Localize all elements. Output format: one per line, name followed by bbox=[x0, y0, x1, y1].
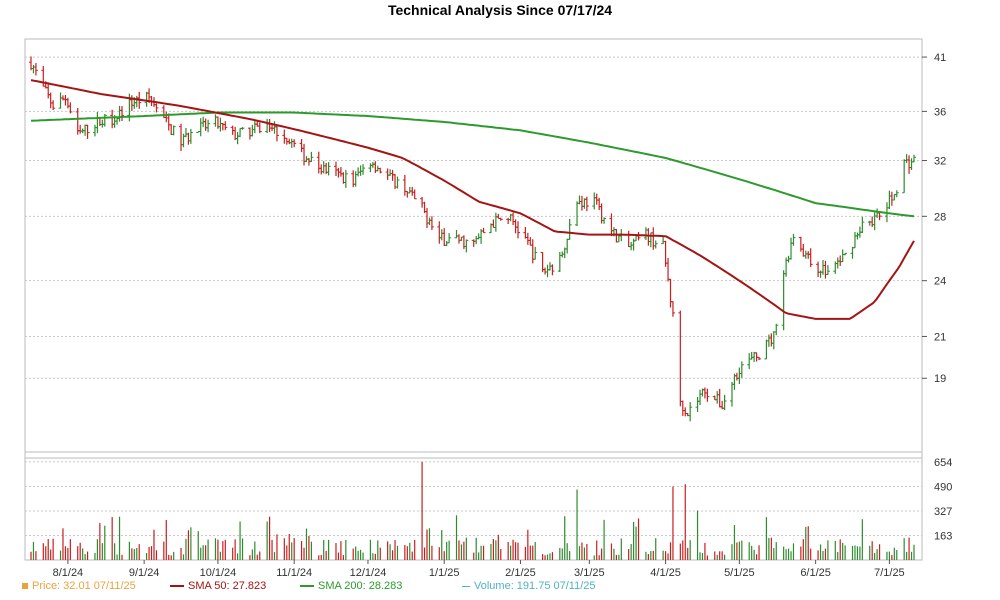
x-tick-label: 5/1/25 bbox=[724, 567, 755, 579]
legend-item: Volume: 191.75 07/11/25 bbox=[462, 580, 596, 592]
volume-tick-label: 327 bbox=[934, 506, 952, 518]
legend-item: SMA 50: 27.823 bbox=[170, 580, 266, 592]
legend-item: SMA 200: 28.283 bbox=[300, 580, 402, 592]
volume-tick-label: 163 bbox=[934, 531, 952, 543]
legend-text: SMA 200: 28.283 bbox=[318, 580, 403, 592]
volume-tick-label: 654 bbox=[934, 457, 952, 469]
y-tick-label: 36 bbox=[934, 106, 946, 118]
x-tick-label: 1/1/25 bbox=[429, 567, 460, 579]
price-panel bbox=[24, 38, 923, 459]
y-tick-label: 24 bbox=[934, 276, 946, 288]
legend-text: Volume: 191.75 07/11/25 bbox=[474, 580, 596, 592]
y-tick-label: 21 bbox=[934, 331, 946, 343]
legend: Price: 32.01 07/11/25 SMA 50: 27.823 SMA 2… bbox=[0, 580, 1000, 596]
legend-swatch bbox=[462, 585, 470, 587]
sma200-line bbox=[30, 111, 915, 218]
x-tick-label: 10/1/24 bbox=[200, 567, 237, 579]
x-tick-label: 2/1/25 bbox=[505, 567, 536, 579]
x-tick-label: 7/1/25 bbox=[874, 567, 905, 579]
legend-item: Price: 32.01 07/11/25 bbox=[22, 580, 136, 592]
y-tick-label: 32 bbox=[934, 156, 946, 168]
y-tick-label: 41 bbox=[934, 52, 946, 64]
x-tick-label: 9/1/24 bbox=[129, 567, 160, 579]
x-tick-label: 4/1/25 bbox=[650, 567, 681, 579]
legend-text: Price: 32.01 07/11/25 bbox=[32, 580, 136, 592]
sma50-line bbox=[30, 79, 915, 320]
x-tick-label: 8/1/24 bbox=[53, 567, 84, 579]
x-tick-label: 6/1/25 bbox=[800, 567, 831, 579]
x-tick-label: 12/1/24 bbox=[350, 567, 387, 579]
legend-text: SMA 50: 27.823 bbox=[188, 580, 267, 592]
volume-panel bbox=[24, 451, 923, 561]
legend-swatch bbox=[22, 583, 28, 590]
legend-swatch bbox=[170, 585, 184, 588]
chart-title: Technical Analysis Since 07/17/24 bbox=[387, 2, 613, 18]
y-tick-label: 19 bbox=[934, 373, 946, 385]
x-tick-label: 3/1/25 bbox=[574, 567, 605, 579]
x-tick-label: 11/1/24 bbox=[276, 567, 312, 579]
volume-tick-label: 490 bbox=[934, 482, 952, 494]
legend-swatch bbox=[300, 585, 314, 588]
y-tick-label: 28 bbox=[934, 211, 946, 223]
